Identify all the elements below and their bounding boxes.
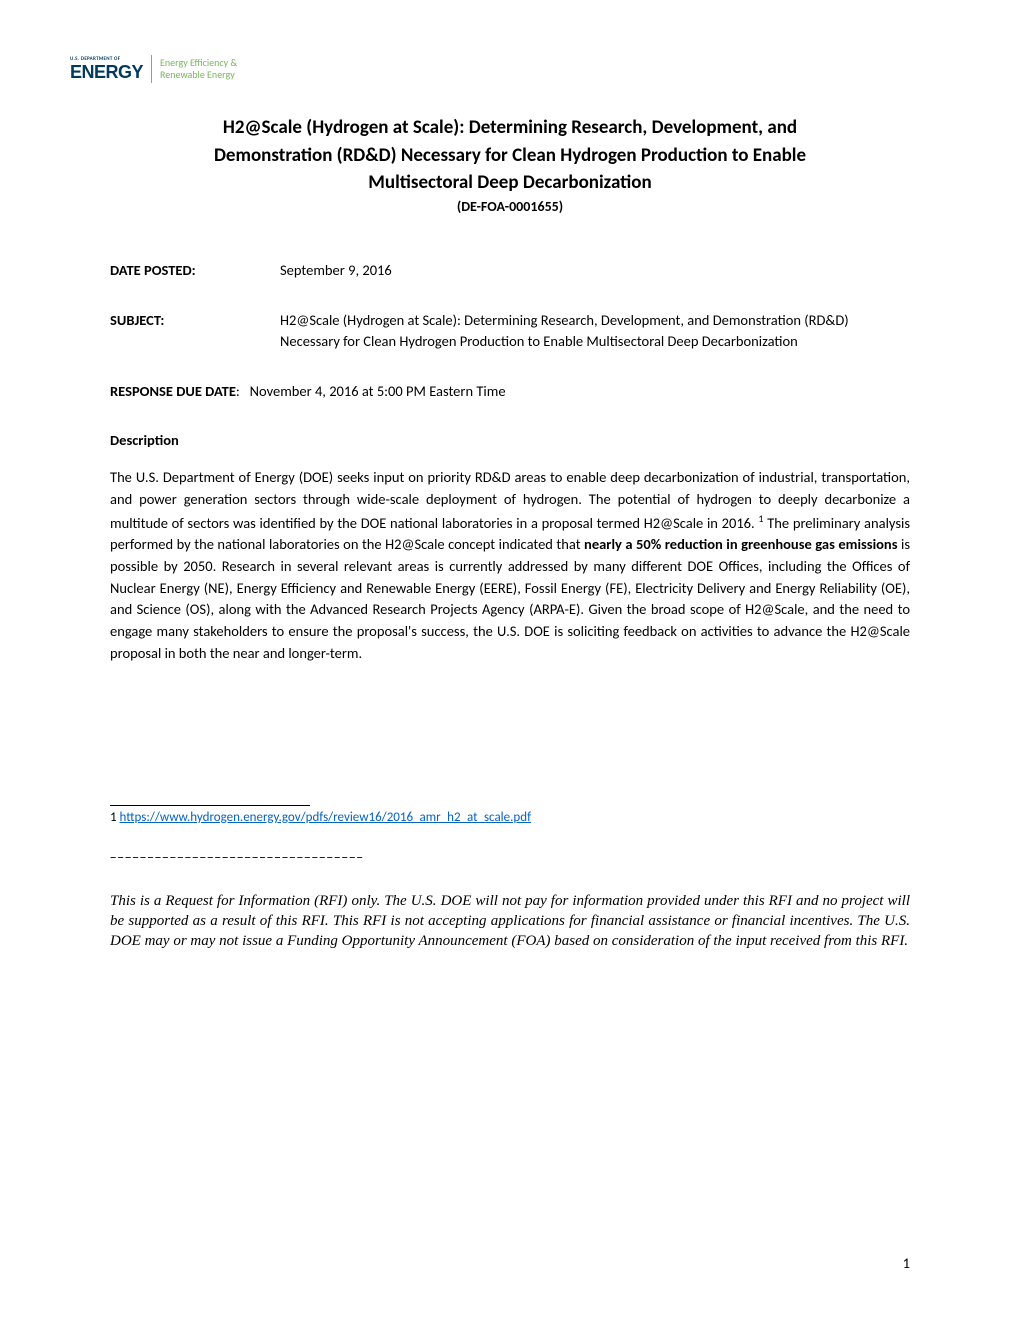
title-code: (DE-FOA-0001655) (110, 198, 910, 215)
date-posted-row: DATE POSTED: September 9, 2016 (110, 260, 910, 280)
title-line3: Multisectoral Deep Decarbonization (110, 170, 910, 196)
response-due-value: November 4, 2016 at 5:00 PM Eastern Time (250, 381, 910, 401)
description-heading: Description (110, 431, 910, 449)
logo-eere-line2: Renewable Energy (160, 69, 237, 81)
footnote-link[interactable]: https://www.hydrogen.energy.gov/pdfs/rev… (120, 810, 532, 825)
date-posted-label: DATE POSTED: (110, 260, 280, 280)
title-line1: H2@Scale (Hydrogen at Scale): Determinin… (110, 115, 910, 141)
date-posted-value: September 9, 2016 (280, 260, 910, 280)
horizontal-separator: __________________________________ (110, 843, 910, 861)
subject-value: H2@Scale (Hydrogen at Scale): Determinin… (280, 310, 910, 351)
logo-divider (151, 55, 152, 83)
response-due-colon: : (236, 382, 240, 400)
description-bold: nearly a 50% reduction in greenhouse gas… (584, 535, 897, 553)
response-due-label: RESPONSE DUE DATE: (110, 381, 250, 401)
footnote: 1 https://www.hydrogen.energy.gov/pdfs/r… (110, 810, 910, 825)
logo-energy-text: ENERGY (70, 62, 143, 83)
footnote-rule (110, 805, 310, 806)
response-due-row: RESPONSE DUE DATE: November 4, 2016 at 5… (110, 381, 910, 401)
logo-left-block: U.S. DEPARTMENT OF ENERGY (70, 56, 143, 83)
description-body: The U.S. Department of Energy (DOE) seek… (110, 467, 910, 665)
response-due-label-text: RESPONSE DUE DATE (110, 382, 236, 400)
description-part3: is possible by 2050. Research in several… (110, 535, 910, 662)
doe-logo: U.S. DEPARTMENT OF ENERGY Energy Efficie… (70, 55, 237, 83)
footnote-number: 1 (110, 810, 120, 825)
subject-label: SUBJECT: (110, 310, 280, 351)
title-line2: Demonstration (RD&D) Necessary for Clean… (110, 143, 910, 169)
logo-right-block: Energy Efficiency & Renewable Energy (160, 57, 237, 81)
title-block: H2@Scale (Hydrogen at Scale): Determinin… (110, 115, 910, 215)
subject-row: SUBJECT: H2@Scale (Hydrogen at Scale): D… (110, 310, 910, 351)
disclaimer-text: This is a Request for Information (RFI) … (110, 891, 910, 952)
page-number: 1 (903, 1254, 910, 1272)
